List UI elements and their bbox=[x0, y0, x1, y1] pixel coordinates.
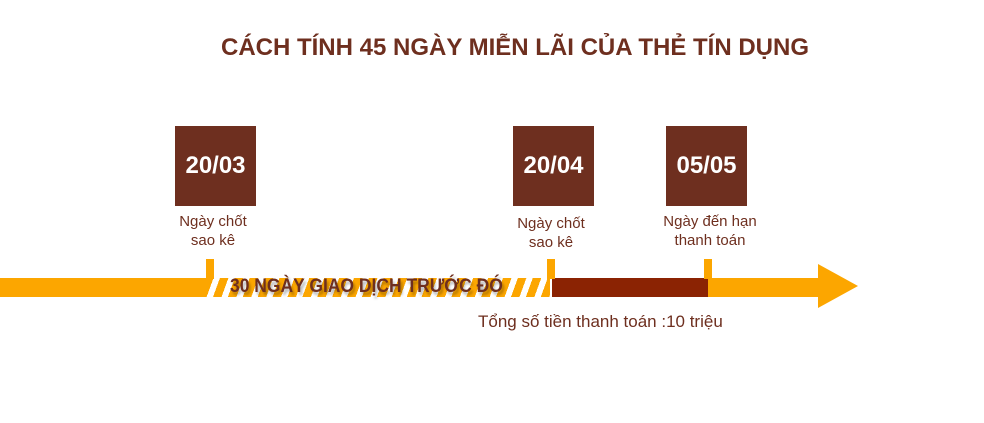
timeline-bar-before bbox=[0, 278, 206, 297]
timeline-striped-period bbox=[205, 278, 550, 297]
label-line: Ngày đến hạn bbox=[663, 213, 757, 230]
tick-mark-1 bbox=[206, 259, 214, 279]
diagram-title: CÁCH TÍNH 45 NGÀY MIỄN LÃI CỦA THẺ TÍN D… bbox=[220, 34, 810, 61]
date-box-due: 05/05 bbox=[666, 126, 747, 206]
tick-mark-2 bbox=[547, 259, 555, 279]
timeline-grace-period bbox=[552, 278, 708, 297]
label-line: sao kê bbox=[190, 232, 236, 249]
milestone-label-1: Ngày chốt sao kê bbox=[143, 212, 283, 250]
timeline-bar-after bbox=[708, 278, 822, 297]
date-box-statement-1: 20/03 bbox=[175, 126, 256, 206]
period-label: 30 NGÀY GIAO DỊCH TRƯỚC ĐÓ bbox=[230, 276, 503, 297]
milestone-label-3: Ngày đến hạn thanh toán bbox=[640, 212, 780, 250]
tick-mark-3 bbox=[704, 259, 712, 279]
date-box-statement-2: 20/04 bbox=[513, 126, 594, 206]
label-line: thanh toán bbox=[674, 232, 746, 249]
milestone-label-2: Ngày chốt sao kê bbox=[481, 214, 621, 252]
arrow-head-icon bbox=[818, 264, 858, 308]
label-line: sao kê bbox=[528, 234, 574, 251]
label-line: Ngày chốt bbox=[179, 213, 247, 230]
total-payment-label: Tổng số tiền thanh toán :10 triệu bbox=[478, 312, 723, 331]
label-line: Ngày chốt bbox=[517, 215, 585, 232]
